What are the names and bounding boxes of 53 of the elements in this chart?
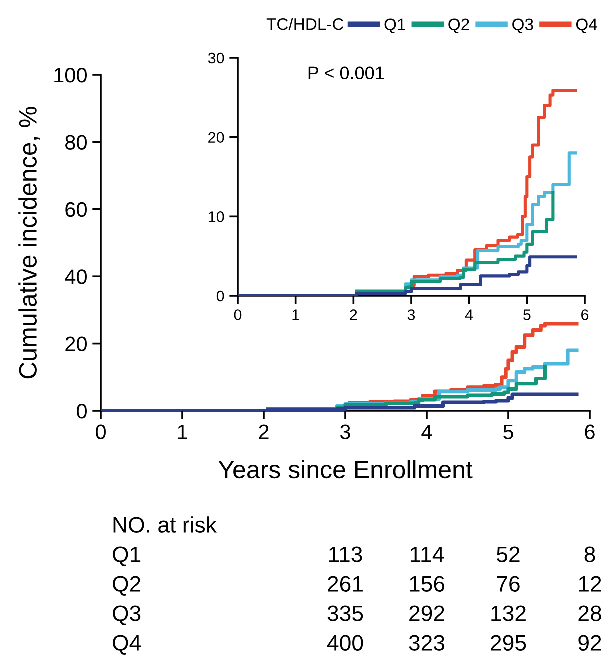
y-tick-label: 20 [66,336,87,352]
text: 292 [410,606,444,622]
x-tick-label: 3 [340,424,350,440]
y-tick-label: 0 [216,290,224,302]
text: NO. at risk [114,516,217,533]
text: 52 [497,546,520,562]
text: Q1 [113,546,141,566]
legend-label: Q4 [576,18,598,34]
text: 114 [410,546,444,562]
text: 156 [410,576,445,592]
legend-label: Q3 [512,18,534,34]
legend-title: TC/HDL-C [266,18,344,30]
x-tick-label: 1 [178,424,188,440]
annotation: P < 0.001 [308,66,384,80]
y-tick-label: 60 [66,202,87,218]
text: 12 [579,576,602,592]
text: 335 [328,606,364,622]
text: 132 [492,606,526,622]
x-tick-label: 2 [350,310,358,320]
legend-label: Q1 [384,18,406,34]
y-tick-label: 40 [65,270,87,284]
x-tick-label: 1 [292,310,300,320]
text: 28 [578,606,602,622]
legend-label: Q2 [448,18,470,34]
y-tick-label: 80 [66,135,87,150]
x-tick-label: 2 [259,424,269,440]
x-tick-label: 6 [582,310,589,320]
text: Q4 [113,635,141,655]
y-tick-label: 100 [54,68,87,83]
y-axis-title: Cumulative incidence, % [18,107,40,379]
text: 295 [491,635,526,651]
x-tick-label: 0 [96,424,106,440]
y-tick-label: 30 [208,52,224,64]
text: 113 [329,546,362,562]
x-tick-label: 0 [234,310,242,320]
x-tick-label: 5 [524,310,531,320]
text: 76 [497,576,520,592]
x-tick-label: 6 [585,424,595,440]
y-tick-label: 10 [208,212,224,222]
x-tick-label: 5 [504,424,514,440]
text: 323 [409,635,445,651]
text: 92 [578,635,602,651]
y-tick-label: 0 [77,404,87,419]
y-tick-label: 20 [208,132,224,144]
x-tick-label: 4 [465,310,474,320]
text: 261 [328,576,363,592]
text: Q3 [113,606,141,626]
x-axis-title: Years since Enrollment [218,460,473,479]
text: 8 [584,546,596,562]
text: 400 [327,635,364,651]
x-tick-label: 4 [422,424,432,440]
text: Q2 [113,576,141,596]
x-tick-label: 3 [408,310,416,320]
